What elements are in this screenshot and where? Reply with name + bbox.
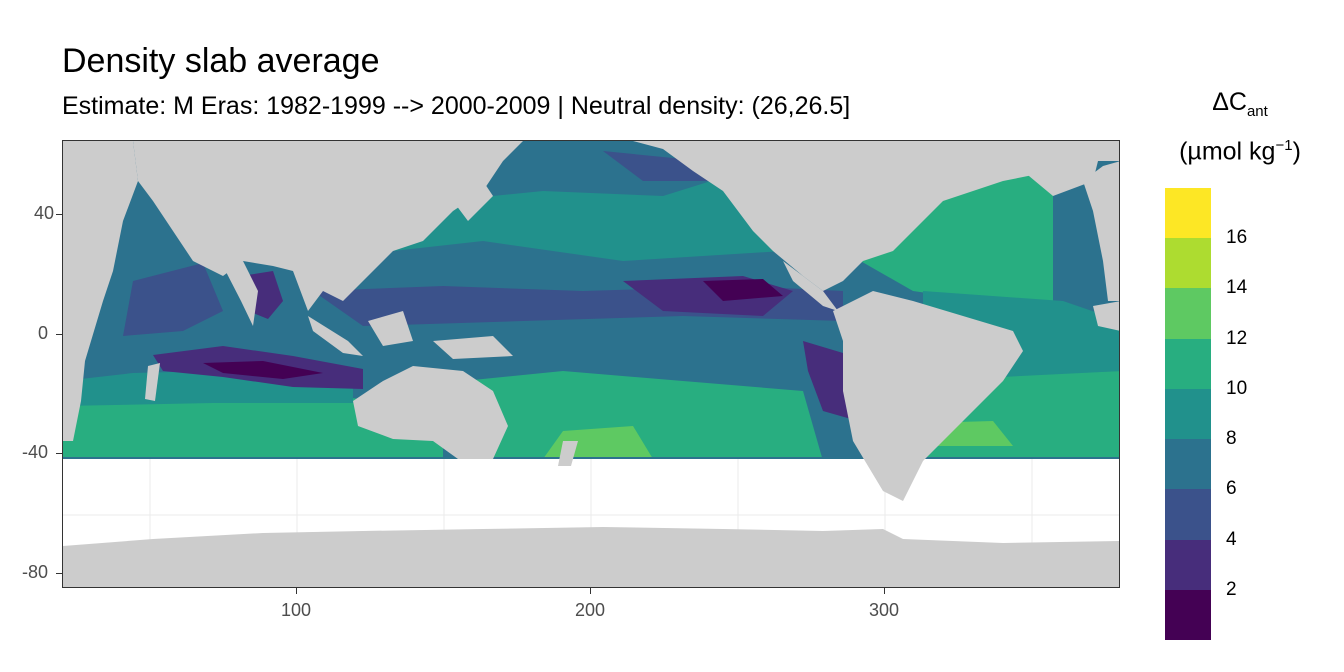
land-india [223, 261, 258, 326]
legend-label: 10 [1226, 377, 1248, 399]
legend-colorbar [1165, 188, 1211, 641]
x-tick-label: 200 [574, 600, 606, 620]
legend-swatch [1165, 439, 1211, 490]
legend-swatch [1165, 589, 1211, 641]
x-tick-mark [590, 588, 591, 594]
chart-subtitle: Estimate: M Eras: 1982-1999 --> 2000-200… [62, 92, 851, 120]
land-africa [63, 141, 138, 441]
legend-label: 14 [1226, 277, 1248, 299]
region-subarctic-core [603, 151, 713, 181]
x-tick-mark [296, 588, 297, 594]
land-west-africa [1093, 301, 1119, 331]
x-tick-label: 100 [280, 600, 312, 620]
chart-title: Density slab average [62, 42, 380, 80]
land-japan [453, 181, 493, 221]
legend-label: 8 [1226, 428, 1237, 450]
legend-tick [1211, 388, 1217, 390]
y-tick-mark [56, 573, 62, 574]
land-central-america [783, 261, 838, 311]
map-panel [62, 140, 1120, 588]
legend-swatch [1165, 388, 1211, 440]
y-tick-label: -80 [21, 562, 48, 582]
legend-tick [1211, 539, 1217, 541]
land-borneo [368, 311, 413, 346]
y-tick-mark [56, 334, 62, 335]
region-arabian [123, 263, 223, 336]
y-tick-label: -40 [21, 442, 48, 462]
land-new-zealand [558, 441, 578, 466]
y-tick-mark [56, 453, 62, 454]
land [63, 141, 1119, 501]
legend-label: 16 [1226, 227, 1248, 249]
land-madagascar [145, 363, 160, 401]
legend-label: 6 [1226, 478, 1237, 500]
legend-title: ΔCant [1212, 88, 1268, 120]
legend-swatch [1165, 338, 1211, 390]
legend-tick [1211, 238, 1217, 240]
legend-swatch [1165, 188, 1211, 239]
legend-swatch [1165, 489, 1211, 541]
region-south-pacific [463, 371, 822, 457]
legend-label: 4 [1226, 528, 1237, 550]
y-tick-label: 40 [33, 203, 54, 223]
land-sumatra [308, 316, 363, 356]
map-svg [63, 141, 1119, 587]
land-greenland [1013, 141, 1103, 196]
legend-unit: (µmol kg−1) [1179, 137, 1301, 166]
land-antarctica [63, 527, 1119, 587]
region-south-indian [63, 391, 443, 457]
legend-swatch [1165, 539, 1211, 591]
land-europe [1083, 161, 1119, 301]
land-new-guinea [433, 336, 513, 359]
x-tick-mark [884, 588, 885, 594]
legend-tick [1211, 288, 1217, 290]
legend-tick [1211, 338, 1217, 340]
region-eastern-pacific-core [703, 279, 783, 301]
legend-tick [1211, 589, 1217, 591]
legend-label: 12 [1226, 327, 1248, 349]
legend-swatch [1165, 288, 1211, 340]
legend-label: 2 [1226, 578, 1237, 600]
x-tick-label: 300 [868, 600, 900, 620]
y-tick-label: 0 [37, 323, 48, 343]
land-australia [353, 366, 508, 459]
land-north-america [633, 141, 1119, 291]
legend-tick [1211, 489, 1217, 491]
legend-swatch [1165, 238, 1211, 289]
y-tick-mark [56, 214, 62, 215]
legend-tick [1211, 439, 1217, 441]
region-indian-15s-core [203, 361, 323, 379]
land-south-america [833, 291, 1023, 501]
